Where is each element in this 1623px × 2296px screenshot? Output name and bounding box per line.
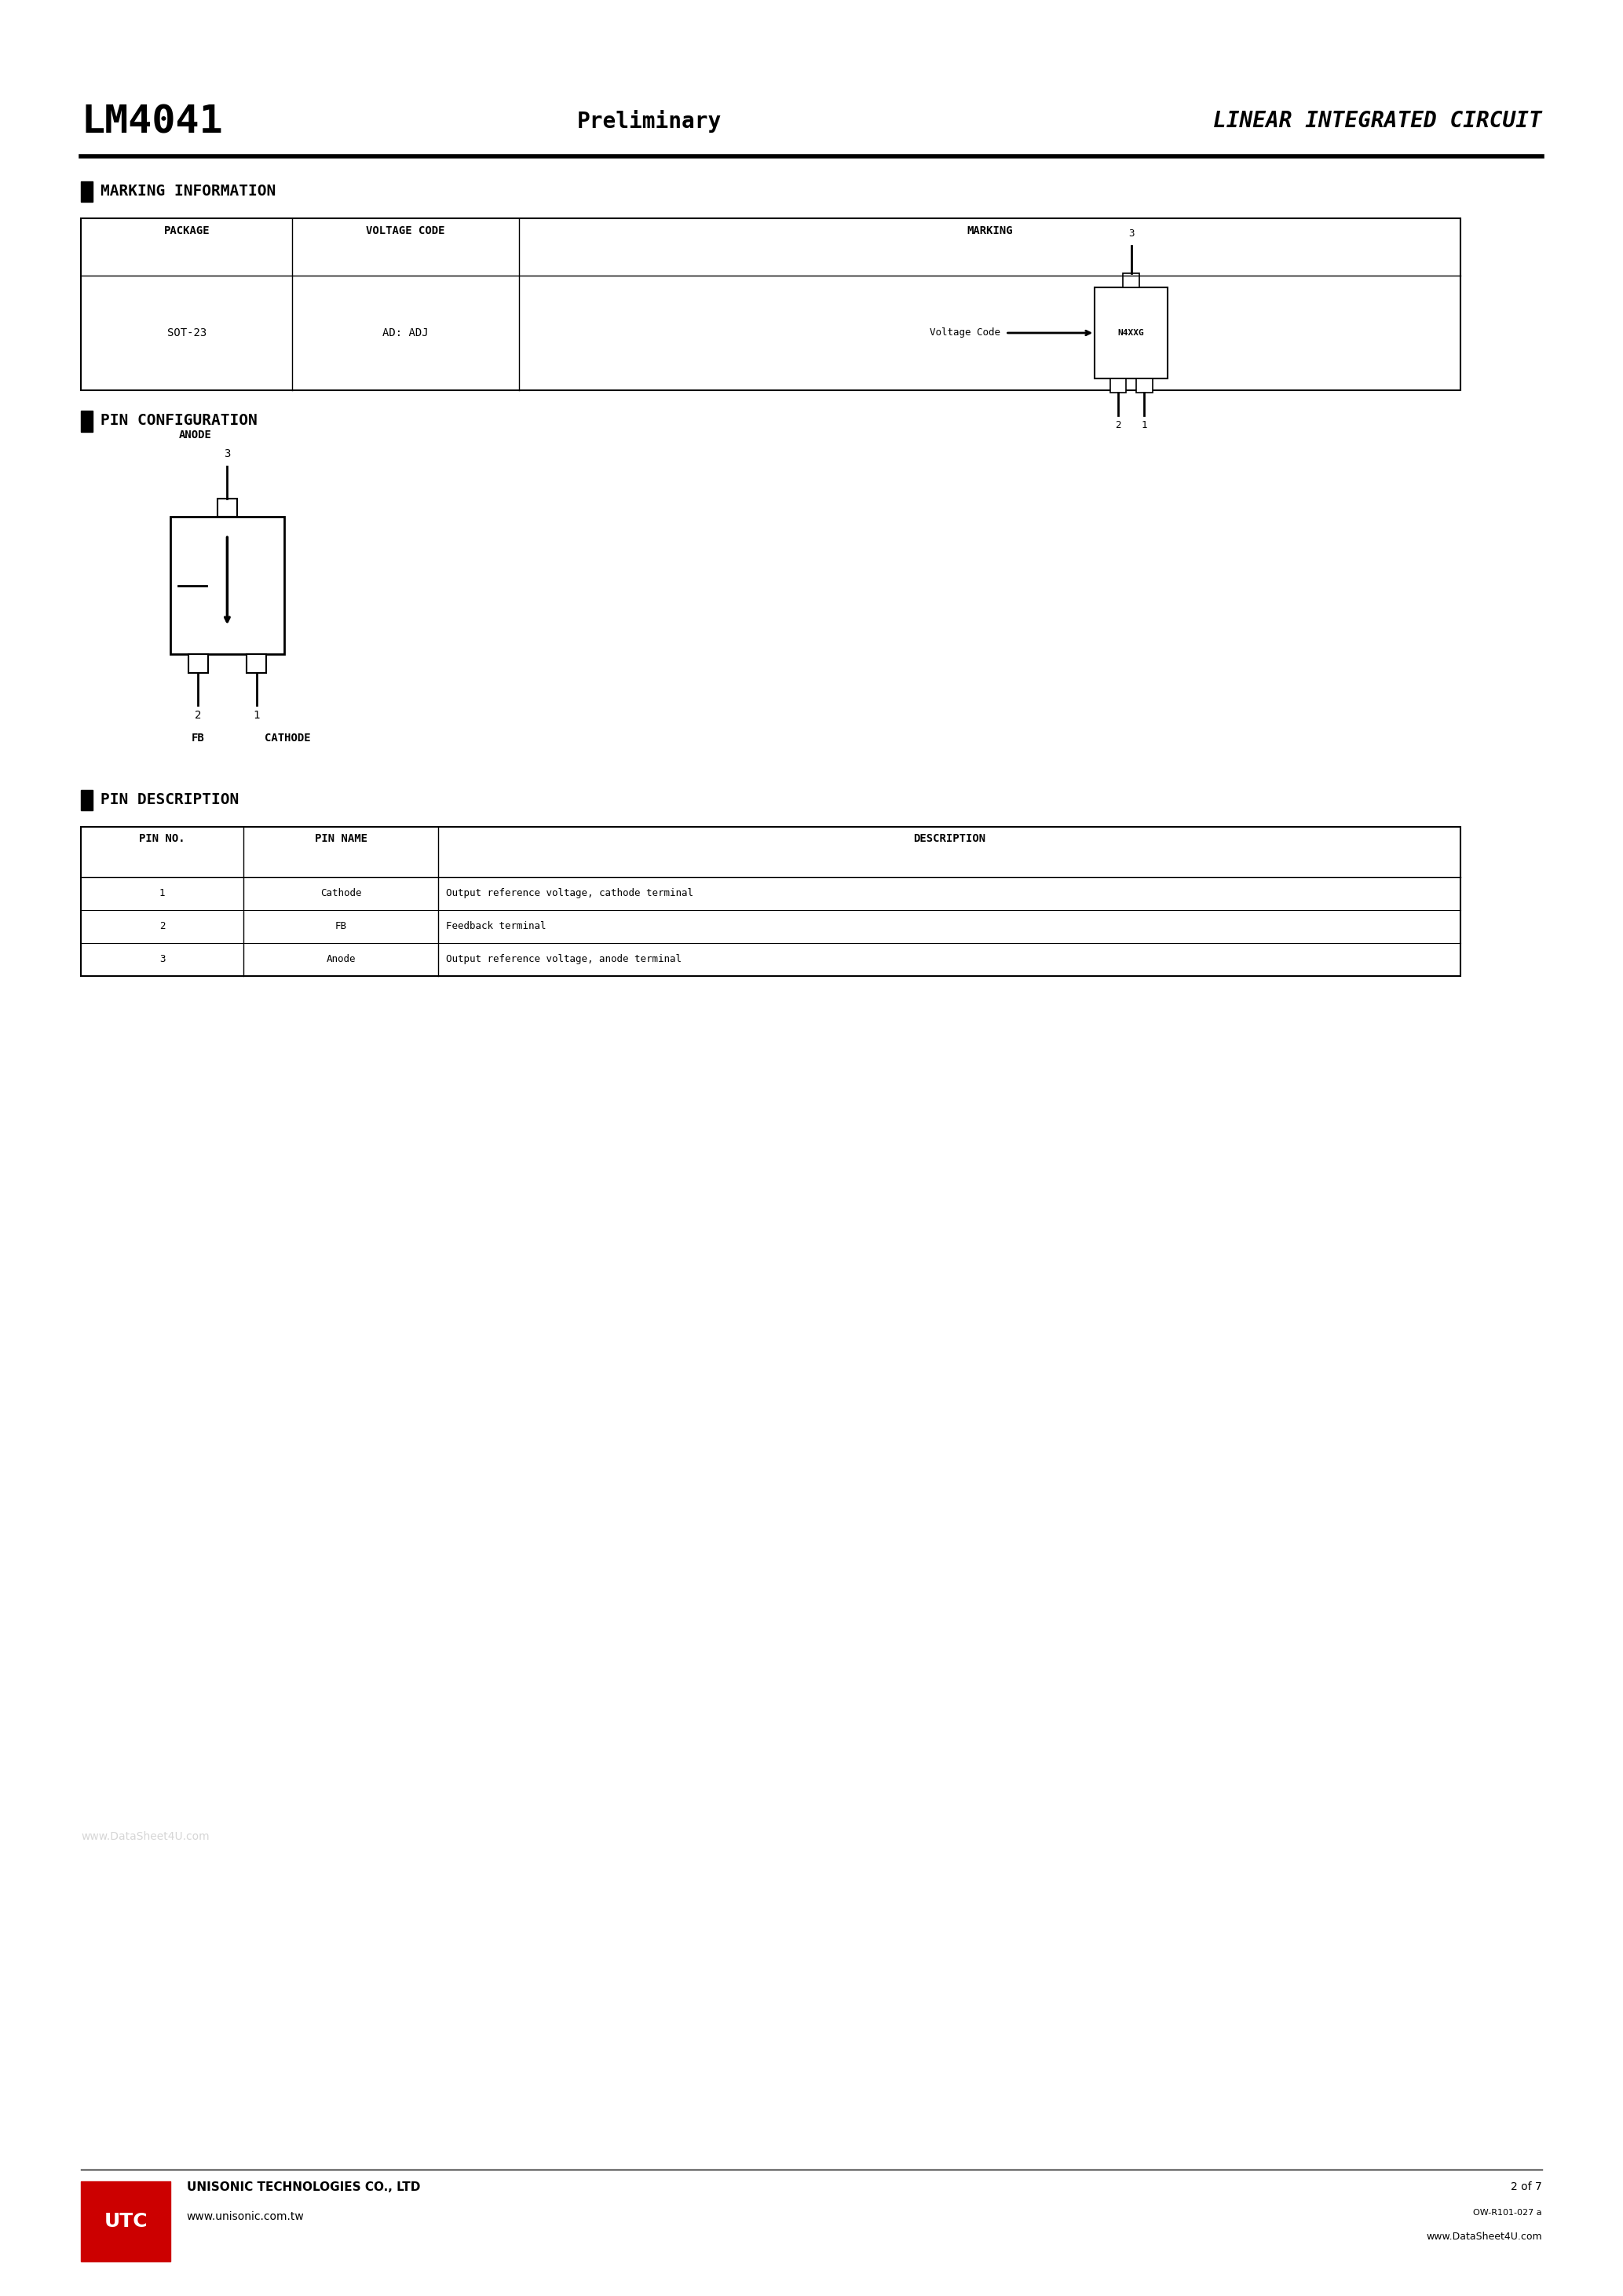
Text: 1: 1	[159, 889, 166, 898]
Text: Output reference voltage, anode terminal: Output reference voltage, anode terminal	[446, 955, 682, 964]
Text: FB: FB	[334, 921, 347, 932]
Text: FB: FB	[192, 732, 204, 744]
Text: CATHODE: CATHODE	[265, 732, 310, 744]
Text: PIN DESCRIPTION: PIN DESCRIPTION	[101, 792, 239, 806]
Text: SOT-23: SOT-23	[167, 328, 206, 338]
Text: 2: 2	[159, 921, 166, 932]
Bar	[81, 827, 1461, 976]
Text: www.DataSheet4U.com: www.DataSheet4U.com	[81, 1832, 209, 1841]
Text: PIN NO.: PIN NO.	[140, 833, 185, 845]
Bar	[188, 654, 208, 673]
Text: DESCRIPTION: DESCRIPTION	[914, 833, 985, 845]
Bar	[81, 218, 1461, 390]
Bar	[81, 2181, 170, 2262]
Text: Feedback terminal: Feedback terminal	[446, 921, 547, 932]
Text: 2: 2	[195, 709, 201, 721]
Text: PIN CONFIGURATION: PIN CONFIGURATION	[101, 413, 258, 427]
Text: UNISONIC TECHNOLOGIES CO., LTD: UNISONIC TECHNOLOGIES CO., LTD	[187, 2181, 420, 2193]
Bar	[1110, 379, 1126, 393]
Text: Output reference voltage, cathode terminal: Output reference voltage, cathode termin…	[446, 889, 693, 898]
Bar	[1123, 273, 1139, 287]
Text: Anode: Anode	[326, 955, 355, 964]
Text: LINEAR INTEGRATED CIRCUIT: LINEAR INTEGRATED CIRCUIT	[1212, 110, 1542, 133]
Text: 3: 3	[159, 955, 166, 964]
Text: VOLTAGE CODE: VOLTAGE CODE	[367, 225, 445, 236]
Text: N4XXG: N4XXG	[1118, 328, 1144, 338]
Text: 2 of 7: 2 of 7	[1511, 2181, 1542, 2193]
Text: 2: 2	[1115, 420, 1121, 429]
Text: 1: 1	[253, 709, 260, 721]
Text: 3: 3	[224, 448, 230, 459]
Bar	[81, 790, 93, 810]
Text: www.DataSheet4U.com: www.DataSheet4U.com	[1427, 2232, 1542, 2241]
Bar	[1094, 287, 1169, 379]
Bar	[81, 181, 93, 202]
Text: OW-R101-027 a: OW-R101-027 a	[1474, 2209, 1542, 2216]
Text: PIN NAME: PIN NAME	[315, 833, 367, 845]
Bar	[81, 411, 93, 432]
Text: MARKING INFORMATION: MARKING INFORMATION	[101, 184, 276, 197]
Text: Voltage Code: Voltage Code	[930, 328, 1000, 338]
Text: LM4041: LM4041	[81, 103, 222, 140]
Text: 3: 3	[1128, 230, 1134, 239]
Bar	[170, 517, 284, 654]
Bar	[1136, 379, 1152, 393]
Text: www.unisonic.com.tw: www.unisonic.com.tw	[187, 2211, 304, 2223]
Text: AD: ADJ: AD: ADJ	[383, 328, 428, 338]
Text: UTC: UTC	[104, 2211, 148, 2232]
Text: Preliminary: Preliminary	[576, 110, 722, 133]
Text: Cathode: Cathode	[320, 889, 362, 898]
Text: MARKING: MARKING	[967, 225, 1013, 236]
Text: 1: 1	[1141, 420, 1147, 429]
Bar	[217, 498, 237, 517]
Text: ANODE: ANODE	[179, 429, 211, 441]
Bar	[247, 654, 266, 673]
Text: PACKAGE: PACKAGE	[164, 225, 209, 236]
